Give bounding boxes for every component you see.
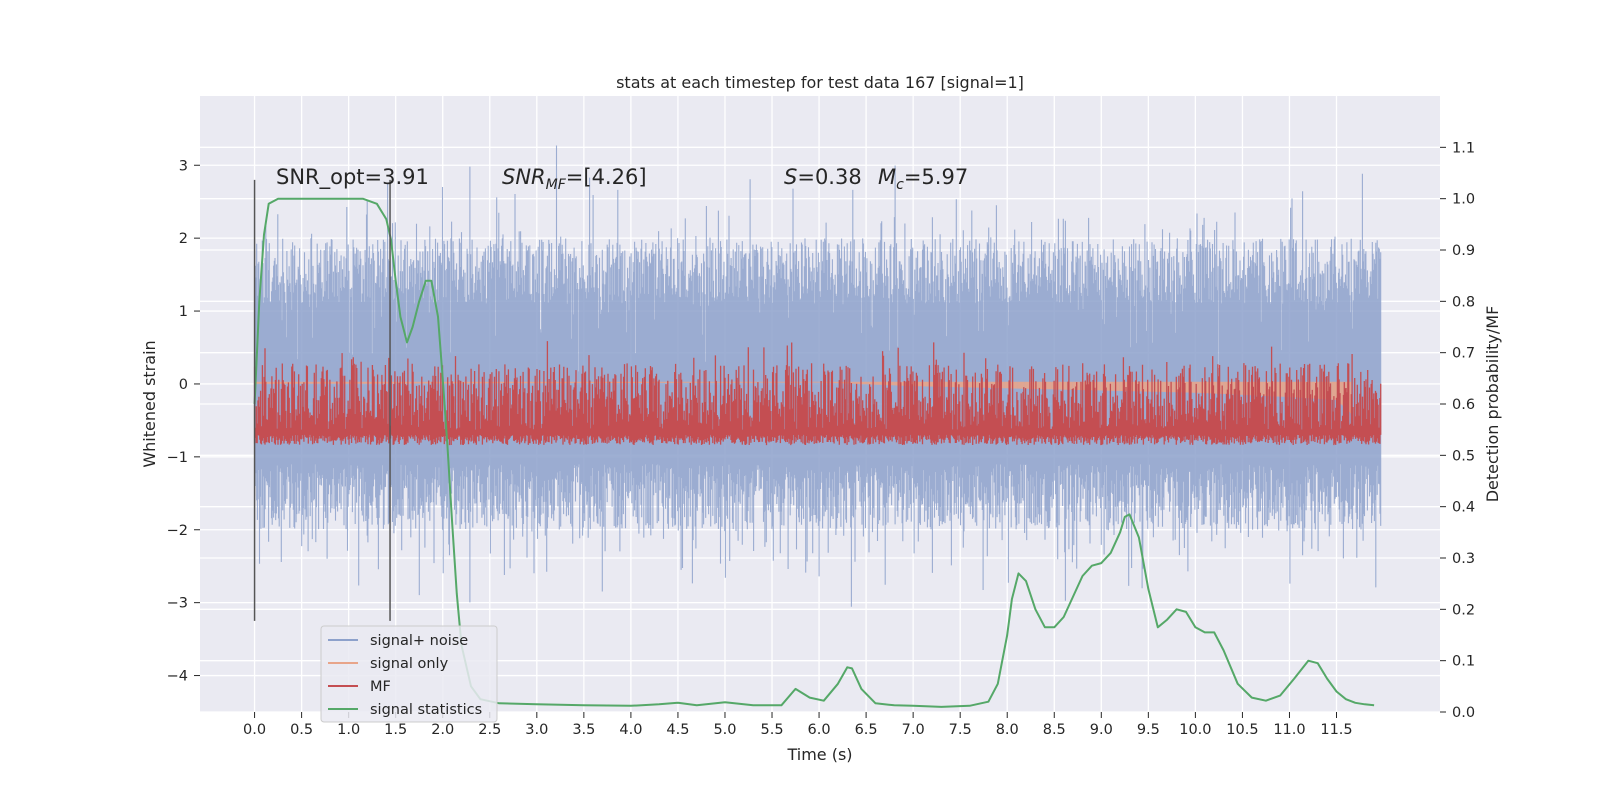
y2-tick-label: 0.1 [1452,654,1475,670]
y-tick-label: 2 [179,231,188,247]
annotation-mc-symbol: M [878,165,896,189]
y-tick-label: −3 [167,596,188,612]
legend-label-signal-only: signal only [370,656,449,672]
x-tick-label: 5.5 [760,722,783,738]
annotation-snr-mf-subscript: MF [546,177,567,193]
axis-layer: 0.0 0.5 1.0 1.5 2.0 2.5 3.0 3.5 4.0 4.5 5.0 5.5 6.0 6… [167,140,1475,738]
x-tick-label: 5.0 [713,722,736,738]
annotation-s-value: =0.38 [797,165,861,189]
marker-layer [253,179,391,621]
x-tick-label: 4.0 [619,722,642,738]
x-tick-label: 7.5 [949,722,972,738]
y2-tick-label: 0.3 [1452,551,1475,567]
x-tick-label: 3.5 [572,722,595,738]
annotation-snr-mf-value: =[4.26] [566,165,647,189]
x-tick-label: 1.5 [384,722,407,738]
legend-label-signal-statistics: signal statistics [370,702,482,718]
x-tick-label: 3.0 [525,722,548,738]
annotation-s-symbol: S [784,165,797,189]
y2-tick-label: 0.7 [1452,346,1475,362]
annotation-s: S=0.38 [784,165,862,189]
x-tick-label: 11.0 [1273,722,1305,738]
y2-tick-label: 1.1 [1452,140,1475,156]
x-tick-label: 2.0 [431,722,454,738]
legend-label-mf: MF [370,679,391,695]
x-tick-label: 9.5 [1137,722,1160,738]
y2-tick-label: 0.0 [1452,705,1475,721]
legend-box [320,625,498,723]
x-tick-label: 4.5 [666,722,689,738]
y2-tick-label: 0.2 [1452,602,1475,618]
x-tick-label: 10.5 [1226,722,1258,738]
x-tick-label: 9.0 [1090,722,1113,738]
y2-tick-label: 1.0 [1452,192,1475,208]
y-axis-label: Whitened strain [140,340,159,467]
y-tick-label: −4 [167,669,188,685]
x-tick-label: 7.0 [902,722,925,738]
x-tick-label: 1.0 [337,722,360,738]
x-tick-label: 6.0 [808,722,831,738]
annotation-mc: Mc=5.97 [878,165,968,193]
annotation-mc-subscript: c [896,177,904,193]
x-tick-label: 8.0 [996,722,1019,738]
annotation-mc-value: =5.97 [904,165,968,189]
y2-tick-label: 0.6 [1452,397,1475,413]
y-tick-label: 3 [179,158,188,174]
y2-tick-label: 0.5 [1452,448,1475,464]
x-tick-label: 0.0 [243,722,266,738]
y2-tick-label: 0.9 [1452,243,1475,259]
annotation-snr-mf: SNRMF=[4.26] [502,165,647,193]
y2-tick-label: 0.4 [1452,500,1475,516]
annotation-snr-mf-symbol: SNR [502,165,546,189]
chart-title: stats at each timestep for test data 167… [616,73,1024,92]
series-signal-statistics [253,197,1375,708]
x-tick-label: 2.5 [478,722,501,738]
legend-label-signal-noise: signal+ noise [370,633,468,649]
y2-tick-label: 0.8 [1452,294,1475,310]
annotation-snr-opt: SNR_opt=3.91 [276,165,429,190]
x-tick-label: 0.5 [290,722,313,738]
y-tick-label: 0 [179,377,188,393]
x-tick-label: 8.5 [1043,722,1066,738]
series-layer [253,145,1382,708]
y-tick-label: −1 [167,450,188,466]
x-axis-label: Time (s) [786,745,852,764]
x-tick-label: 6.5 [855,722,878,738]
y-tick-label: −2 [167,523,188,539]
y-tick-label: 1 [179,304,188,320]
legend: signal+ noise signal only MF signal stat… [320,625,498,723]
x-tick-label: 10.0 [1179,722,1211,738]
y2-axis-label: Detection probability/MF [1483,306,1502,503]
annotation-layer: SNR_opt=3.91 SNRMF=[4.26] S=0.38 Mc=5.97 [276,165,968,193]
x-tick-label: 11.5 [1320,722,1352,738]
